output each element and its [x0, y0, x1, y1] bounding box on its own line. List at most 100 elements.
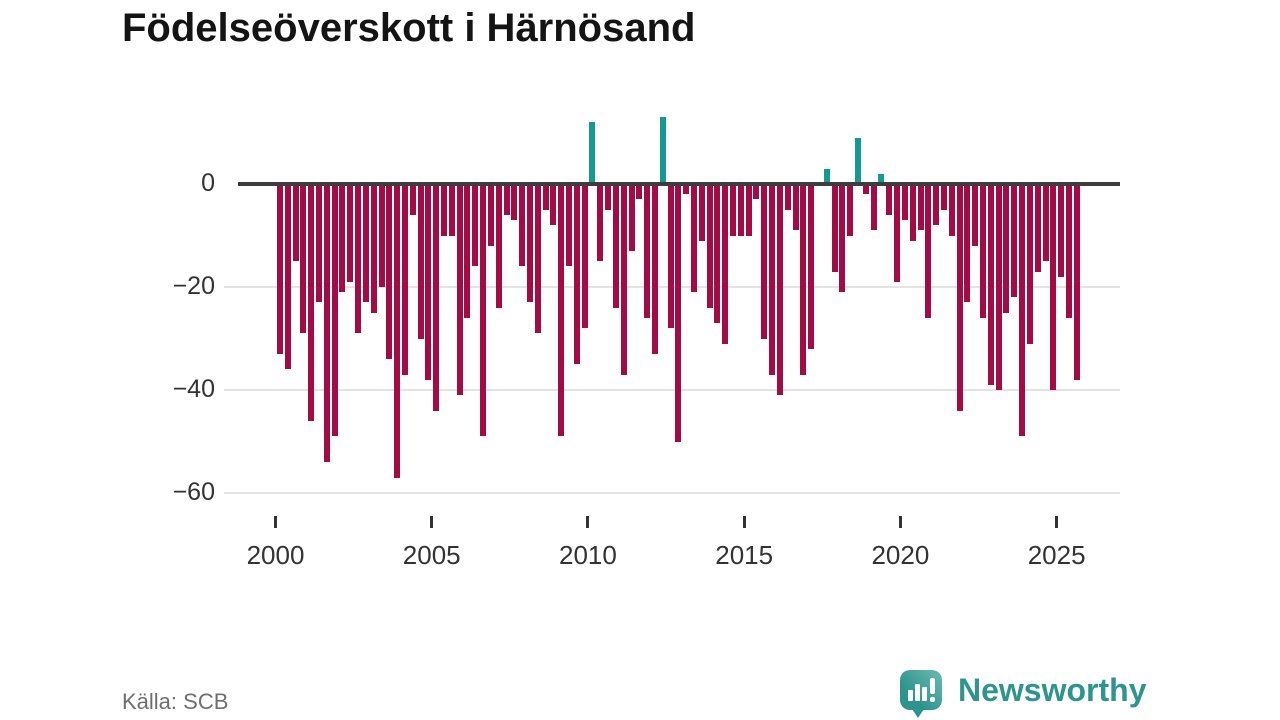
logo-exclamation-dot	[930, 697, 935, 702]
x-axis-label-2000: 2000	[246, 540, 305, 570]
bar-2002Q4	[362, 184, 369, 303]
bar-2012Q4	[675, 184, 682, 442]
bar-2021Q4	[956, 184, 963, 411]
bar-2008Q3	[542, 184, 549, 210]
bar-2025Q2	[1065, 184, 1072, 318]
bar-2004Q3	[417, 184, 424, 339]
bar-2012Q3	[667, 184, 674, 329]
bar-2018Q2	[847, 184, 854, 236]
bar-2015Q4	[769, 184, 776, 375]
bar-2005Q1	[433, 184, 440, 411]
bar-2011Q3	[636, 184, 643, 200]
bar-2003Q4	[394, 184, 401, 478]
bar-2023Q3	[1011, 184, 1018, 298]
bar-2013Q2	[690, 184, 697, 293]
x-axis-tick-2025	[1055, 516, 1059, 528]
bar-2022Q2	[972, 184, 979, 246]
bar-2003Q2	[378, 184, 385, 287]
bar-2008Q1	[526, 184, 533, 303]
speech-bubble-bar-chart-icon	[900, 670, 942, 710]
y-axis-label-0: 0	[201, 169, 215, 197]
logo-bar-2	[915, 684, 920, 701]
source-note: Källa: SCB	[122, 689, 229, 714]
bar-2016Q2	[784, 184, 791, 210]
bar-2024Q3	[1042, 184, 1049, 262]
bar-2019Q2	[878, 173, 885, 184]
bar-2014Q4	[737, 184, 744, 236]
bar-2006Q4	[487, 184, 494, 246]
bar-2005Q2	[441, 184, 448, 236]
bar-2001Q1	[308, 184, 315, 421]
bar-2015Q2	[753, 184, 760, 200]
bar-2014Q3	[730, 184, 737, 236]
logo-exclamation-bar	[930, 678, 935, 694]
x-axis-label-2005: 2005	[402, 540, 461, 570]
bar-2021Q3	[948, 184, 955, 236]
bar-2013Q4	[706, 184, 713, 308]
bar-2024Q2	[1034, 184, 1041, 272]
x-axis-label-2010: 2010	[559, 540, 617, 570]
bar-2017Q4	[831, 184, 838, 272]
x-axis-tick-2015	[742, 516, 746, 528]
bar-2011Q2	[628, 184, 635, 251]
bar-2010Q4	[612, 184, 619, 308]
bar-2010Q2	[597, 184, 604, 262]
bar-2010Q1	[589, 122, 596, 184]
logo-bar-1	[908, 690, 913, 701]
bar-2023Q1	[995, 184, 1002, 390]
bar-2005Q3	[448, 184, 455, 236]
bar-2018Q4	[862, 184, 869, 195]
bar-2003Q3	[386, 184, 393, 360]
bar-2023Q2	[1003, 184, 1010, 313]
bar-2020Q2	[909, 184, 916, 241]
bar-2001Q2	[316, 184, 323, 303]
bar-2024Q1	[1026, 184, 1033, 344]
x-axis-tick-2020	[898, 516, 902, 528]
bar-2013Q1	[683, 184, 690, 195]
brand-name: Newsworthy	[958, 672, 1147, 708]
bar-2021Q1	[933, 184, 940, 226]
bar-2006Q2	[472, 184, 479, 267]
bar-2001Q4	[331, 184, 338, 437]
bar-2015Q3	[761, 184, 768, 339]
x-axis-zero-line	[238, 182, 1120, 186]
x-axis-label-2025: 2025	[1027, 540, 1086, 570]
bar-2014Q2	[722, 184, 729, 344]
bar-2022Q1	[964, 184, 971, 303]
bar-2012Q1	[651, 184, 658, 354]
bar-2009Q2	[566, 184, 573, 267]
bar-2006Q1	[464, 184, 471, 318]
bar-2019Q3	[886, 184, 893, 215]
bar-2024Q4	[1050, 184, 1057, 390]
bar-2020Q4	[925, 184, 932, 318]
bar-2015Q1	[745, 184, 752, 236]
bar-2007Q2	[503, 184, 510, 215]
bar-2012Q2	[659, 117, 666, 184]
bar-2020Q1	[901, 184, 908, 221]
x-axis-tick-2005	[430, 516, 434, 528]
x-axis-label-2015: 2015	[715, 540, 774, 570]
y-axis-label--40: −40	[172, 375, 215, 403]
gridline--40	[224, 389, 1120, 391]
bar-2006Q3	[480, 184, 487, 437]
bar-2021Q2	[940, 184, 947, 210]
bar-2009Q3	[573, 184, 580, 365]
bar-2002Q3	[355, 184, 362, 334]
bar-2019Q4	[894, 184, 901, 282]
bar-2013Q3	[698, 184, 705, 241]
bar-2005Q4	[456, 184, 463, 396]
bar-2017Q1	[808, 184, 815, 349]
y-axis-label--20: −20	[172, 272, 215, 300]
bar-2002Q1	[339, 184, 346, 293]
bar-2016Q1	[776, 184, 783, 396]
bar-2025Q1	[1058, 184, 1065, 277]
bar-2000Q1	[277, 184, 283, 354]
bar-2002Q2	[347, 184, 354, 282]
x-axis-tick-2010	[586, 516, 590, 528]
bar-2004Q4	[425, 184, 432, 380]
bar-2001Q3	[323, 184, 330, 463]
bar-2007Q1	[495, 184, 502, 308]
bar-2018Q3	[855, 137, 862, 184]
bar-2022Q4	[987, 184, 994, 385]
